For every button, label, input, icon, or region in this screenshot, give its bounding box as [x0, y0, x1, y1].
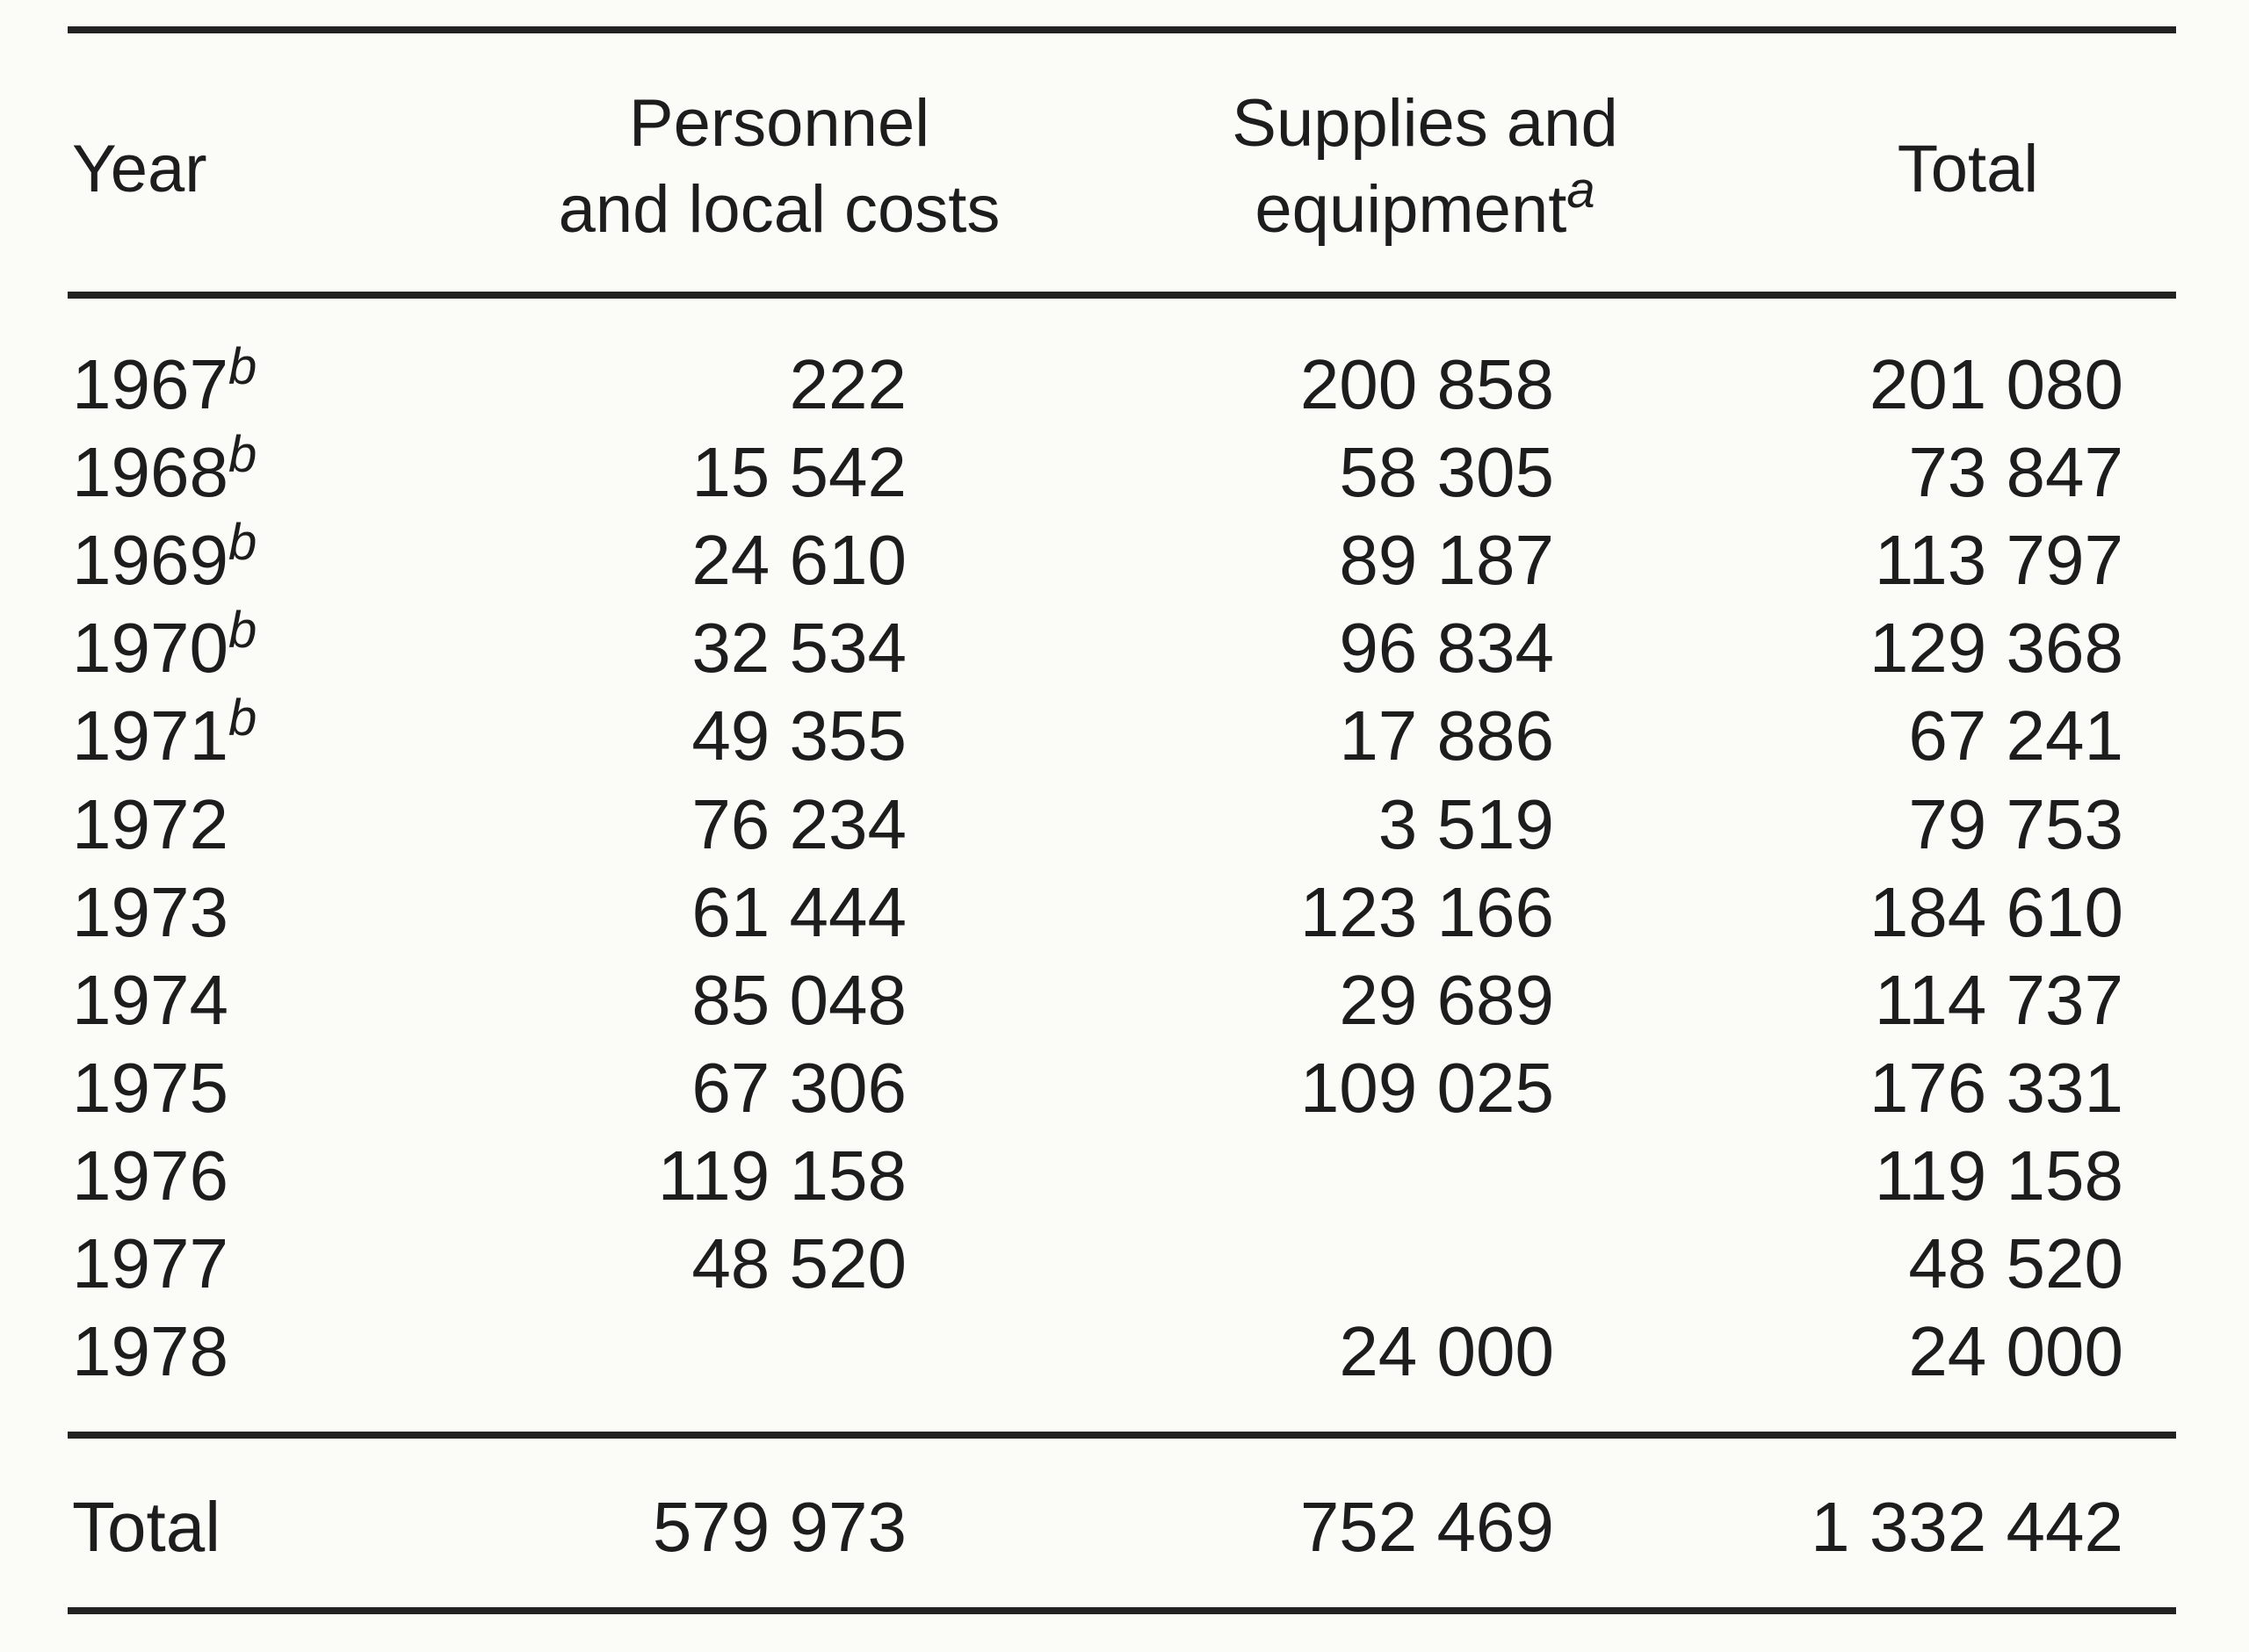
row-total: 184 610 [1869, 872, 2123, 951]
year-value: 1969 [72, 521, 228, 600]
row-personnel: 48 520 [691, 1224, 907, 1302]
row-total: 24 000 [1908, 1312, 2123, 1391]
row-supplies: 24 000 [1339, 1312, 1554, 1391]
year-value: 1971 [72, 696, 228, 776]
year-value: 1972 [72, 784, 228, 863]
header-personnel-line1: Personnel [628, 86, 930, 161]
top-rule [68, 26, 2176, 33]
row-personnel: 15 542 [691, 433, 907, 512]
row-total: 114 737 [1874, 960, 2123, 1039]
row-supplies: 17 886 [1339, 696, 1554, 776]
row-supplies: 58 305 [1339, 433, 1554, 512]
header-supplies-line2: equipment [1255, 172, 1567, 247]
row-year: 1974 [72, 956, 228, 1044]
totals-supplies: 752 469 [1299, 1488, 1554, 1566]
row-supplies: 3 519 [1378, 784, 1554, 863]
row-supplies: 123 166 [1299, 872, 1554, 951]
year-value: 1978 [72, 1312, 228, 1391]
row-total: 176 331 [1869, 1048, 2123, 1127]
header-year: Year [72, 132, 207, 206]
row-year: 1969b [72, 514, 257, 611]
footnote-marker-b: b [228, 426, 257, 484]
row-personnel: 76 234 [691, 784, 907, 863]
row-year: 1970b [72, 602, 257, 699]
header-supplies: Supplies and equipmenta [1161, 81, 1689, 258]
row-year: 1973 [72, 869, 228, 956]
header-rule [68, 292, 2176, 299]
row-year: 1976 [72, 1132, 228, 1220]
row-supplies: 29 689 [1339, 960, 1554, 1039]
row-personnel: 67 306 [691, 1048, 907, 1127]
footnote-marker-b: b [228, 338, 257, 395]
row-personnel: 119 158 [657, 1136, 907, 1215]
row-personnel: 24 610 [691, 521, 907, 600]
year-value: 1976 [72, 1136, 228, 1215]
totals-total: 1 332 442 [1811, 1488, 2123, 1566]
footnote-marker-b: b [228, 602, 257, 660]
bottom-rule [68, 1607, 2176, 1614]
year-value: 1974 [72, 960, 228, 1039]
totals-personnel: 579 973 [652, 1488, 907, 1566]
row-total: 201 080 [1869, 345, 2123, 423]
row-total: 73 847 [1908, 433, 2123, 512]
row-year: 1978 [72, 1308, 228, 1396]
totals-rule [68, 1432, 2176, 1439]
row-total: 67 241 [1908, 696, 2123, 776]
year-value: 1977 [72, 1224, 228, 1302]
footnote-marker-a: a [1566, 162, 1595, 219]
row-supplies: 200 858 [1299, 345, 1554, 423]
row-personnel: 32 534 [691, 609, 907, 688]
row-supplies: 89 187 [1339, 521, 1554, 600]
header-personnel: Personnel and local costs [516, 81, 1043, 253]
row-personnel: 85 048 [691, 960, 907, 1039]
row-year: 1967b [72, 338, 257, 436]
footnote-marker-b: b [228, 689, 257, 747]
row-year: 1975 [72, 1044, 228, 1132]
row-supplies: 109 025 [1299, 1048, 1554, 1127]
row-total: 129 368 [1869, 609, 2123, 688]
row-year: 1972 [72, 781, 228, 869]
row-personnel: 61 444 [691, 872, 907, 951]
row-year: 1971b [72, 689, 257, 787]
row-total: 119 158 [1874, 1136, 2123, 1215]
year-value: 1975 [72, 1048, 228, 1127]
year-value: 1968 [72, 433, 228, 512]
row-year: 1968b [72, 426, 257, 523]
header-total: Total [1897, 132, 2039, 206]
row-year: 1977 [72, 1220, 228, 1308]
row-personnel: 49 355 [691, 696, 907, 776]
row-total: 113 797 [1874, 521, 2123, 600]
footnote-marker-b: b [228, 514, 257, 572]
year-value: 1967 [72, 345, 228, 423]
row-personnel: 222 [789, 345, 907, 423]
row-total: 79 753 [1908, 784, 2123, 863]
row-supplies: 96 834 [1339, 609, 1554, 688]
header-supplies-line1: Supplies and [1232, 86, 1618, 161]
totals-label: Total [72, 1488, 221, 1566]
year-value: 1973 [72, 872, 228, 951]
year-value: 1970 [72, 609, 228, 688]
header-personnel-line2: and local costs [558, 172, 1001, 247]
row-total: 48 520 [1908, 1224, 2123, 1302]
